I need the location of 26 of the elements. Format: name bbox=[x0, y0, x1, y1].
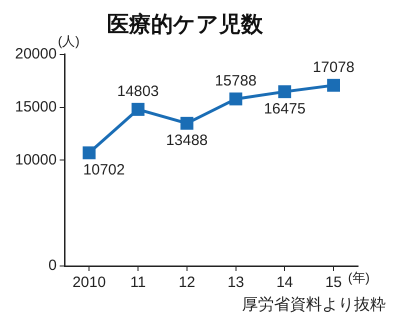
chart-title: 医療的ケア児数 bbox=[107, 11, 264, 36]
x-tick-label: 13 bbox=[227, 274, 244, 292]
y-tick-label: 20000 bbox=[14, 46, 57, 63]
x-tick-label: 15 bbox=[325, 274, 342, 292]
data-label: 10702 bbox=[83, 161, 125, 178]
point bbox=[180, 116, 194, 130]
x-tick-label: 14 bbox=[276, 274, 294, 292]
y-tick-label: 0 bbox=[48, 257, 57, 274]
data-label: 17078 bbox=[312, 58, 354, 76]
data-label: 14803 bbox=[117, 83, 159, 100]
y-tick-label: 15000 bbox=[14, 98, 57, 116]
point bbox=[229, 92, 242, 106]
data-label: 15788 bbox=[214, 72, 257, 90]
text: 厚労省資料より抜粋 bbox=[242, 295, 386, 314]
point bbox=[82, 146, 96, 160]
point bbox=[132, 102, 144, 116]
data-label: 13488 bbox=[166, 132, 208, 149]
y-axis-title: (人) bbox=[58, 33, 80, 48]
point bbox=[278, 85, 292, 98]
x-tick-label: 2010 bbox=[72, 274, 106, 292]
y-tick-label: 10000 bbox=[14, 151, 57, 168]
x-axis-title: (年) bbox=[348, 270, 370, 286]
point bbox=[327, 78, 340, 92]
x-tick-label: 11 bbox=[130, 274, 146, 292]
x-tick-label: 12 bbox=[178, 274, 196, 292]
data-label: 16475 bbox=[264, 100, 306, 118]
